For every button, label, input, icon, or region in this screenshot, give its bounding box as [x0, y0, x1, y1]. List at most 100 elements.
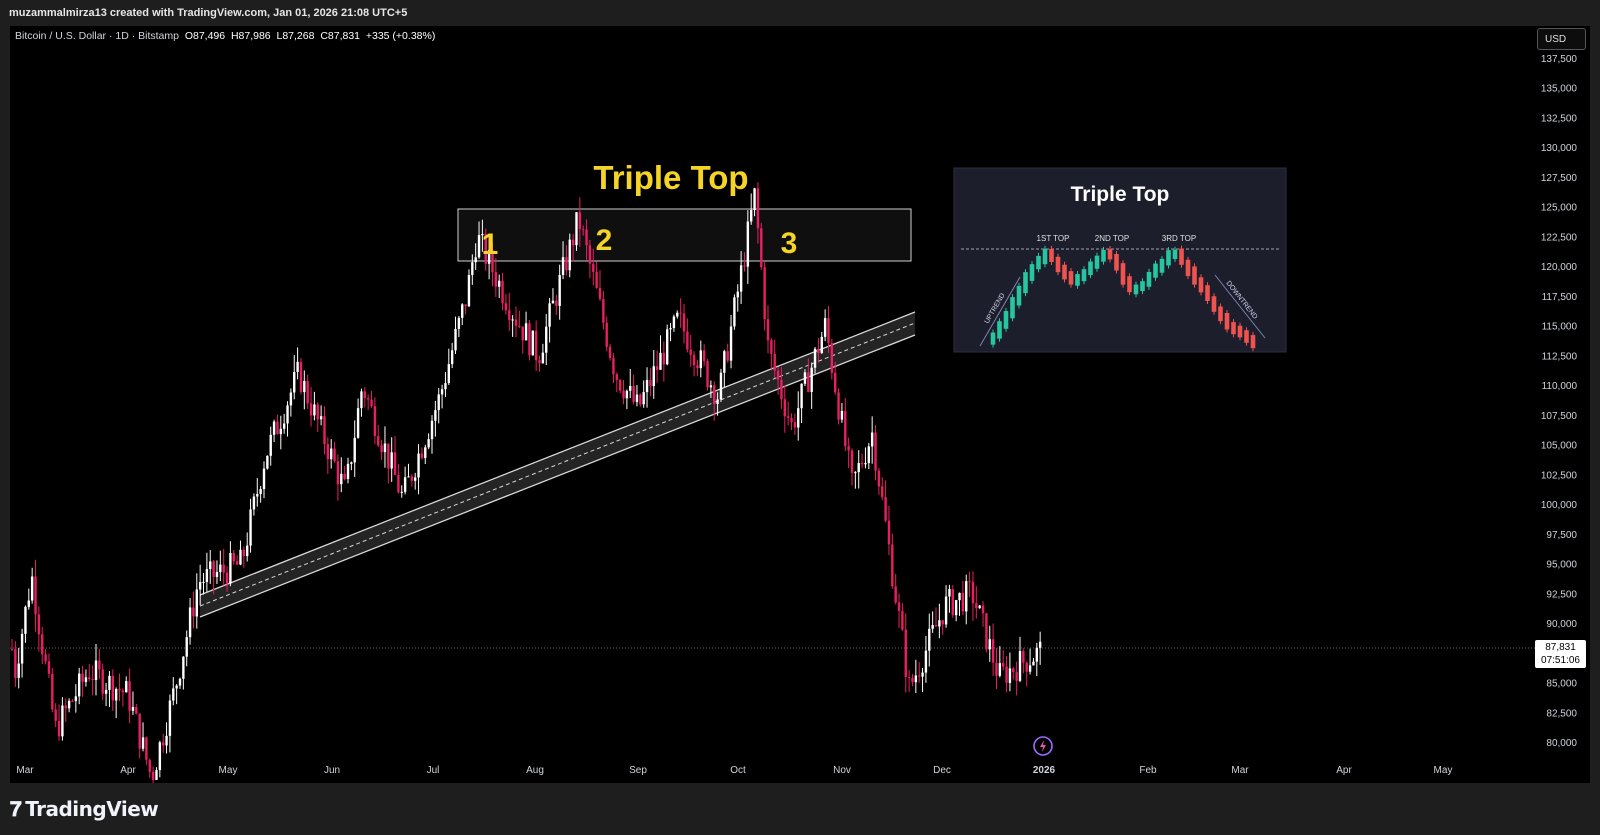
inset-candle-body: [1244, 330, 1249, 343]
candle-body: [578, 212, 582, 230]
candle-body: [844, 410, 847, 447]
candle-body: [1032, 661, 1035, 666]
candle-body: [202, 581, 205, 583]
inset-candle-body: [1081, 269, 1087, 282]
inset-candle-body: [1211, 296, 1217, 312]
candle-body: [733, 297, 736, 327]
candle-body: [296, 361, 299, 372]
brand-name: TradingView: [25, 797, 159, 821]
candle-body: [138, 713, 141, 749]
candle-body: [427, 439, 430, 448]
candle-body: [669, 328, 672, 330]
x-tick-label: Sep: [629, 765, 647, 776]
candle-body: [961, 592, 965, 612]
trend-channel[interactable]: [199, 311, 916, 618]
candle-body: [1038, 641, 1042, 648]
candle-body: [387, 443, 390, 469]
candle-body: [702, 350, 706, 362]
candle-body: [820, 336, 823, 354]
candles: [10, 182, 1042, 795]
candle-body: [639, 394, 642, 405]
inset-candle-body: [1016, 285, 1022, 306]
candle-body: [988, 639, 991, 650]
inset-candle-body: [1166, 250, 1171, 266]
candle-body: [222, 564, 225, 573]
candle-body: [692, 354, 696, 366]
candle-body: [615, 374, 618, 381]
candle-body: [699, 350, 702, 369]
candle-body: [565, 257, 568, 271]
inset-candle-body: [1231, 322, 1236, 335]
candle-body: [88, 677, 91, 680]
candle-body: [434, 410, 437, 421]
x-tick-label: Jul: [427, 765, 440, 776]
candle-body: [877, 470, 881, 487]
candle-body: [531, 330, 534, 356]
candle-body: [289, 392, 293, 406]
candle-body: [256, 494, 259, 497]
candle-body: [14, 649, 17, 678]
inset-candle-body: [997, 321, 1002, 339]
tradingview-logo[interactable]: 𝟕 TradingView: [10, 797, 159, 822]
x-tick-label: May: [1434, 765, 1453, 776]
candle-body: [366, 398, 370, 400]
change-value: +335 (+0.38%): [365, 30, 436, 42]
candle-body: [719, 372, 723, 400]
candle-body: [249, 509, 252, 546]
candle-body: [622, 390, 625, 399]
inset-candle-body: [1042, 248, 1048, 265]
candle-body: [145, 737, 148, 760]
y-tick-label: 135,000: [1541, 84, 1578, 95]
candle-body: [598, 287, 602, 299]
inset-candle-body: [1146, 271, 1152, 287]
countdown-value: 07:51:06: [1541, 655, 1580, 666]
candle-body: [652, 366, 655, 386]
currency-selector[interactable]: USD: [1537, 28, 1586, 50]
candle-body: [968, 581, 971, 583]
candle-body: [921, 672, 924, 677]
candle-body: [360, 391, 363, 409]
candle-body: [729, 326, 733, 361]
candle-body: [293, 371, 296, 393]
candle-body: [786, 416, 790, 418]
candle-body: [575, 212, 578, 246]
inset-candle-body: [990, 332, 996, 345]
candle-body: [592, 263, 595, 272]
candle-body: [1015, 672, 1018, 681]
candle-body: [911, 677, 914, 683]
candle-body: [860, 463, 864, 465]
candle-body: [373, 406, 377, 437]
candle-body: [709, 385, 713, 388]
candle-body: [403, 477, 407, 492]
candle-body: [269, 434, 272, 456]
candle-body: [81, 673, 84, 682]
y-tick-label: 115,000: [1542, 322, 1578, 333]
live-flash-icon[interactable]: [1033, 736, 1053, 756]
inset-candle-body: [1075, 274, 1080, 286]
candle-body: [817, 348, 820, 354]
triple-top-zone[interactable]: [457, 208, 912, 262]
y-tick-label: 120,000: [1541, 262, 1578, 273]
inset-title: Triple Top: [1071, 183, 1170, 206]
x-axis: Mar Apr May Jun Jul Aug Sep Oct Nov Dec 2026 Feb Mar…: [16, 765, 1452, 776]
candle-body: [864, 463, 867, 465]
candle-body: [484, 233, 487, 264]
inset-candle-body: [1010, 297, 1015, 319]
candle-body: [198, 582, 202, 590]
candle-body: [61, 705, 64, 737]
y-tick-label: 137,500: [1541, 54, 1578, 65]
candle-body: [309, 403, 313, 416]
candle-body: [672, 316, 676, 329]
candle-body: [837, 392, 840, 420]
candle-body: [444, 383, 447, 390]
candle-body: [279, 428, 282, 435]
candle-body: [481, 233, 484, 236]
candle-body: [854, 472, 857, 474]
candle-body: [494, 272, 498, 287]
chart-area[interactable]: [10, 26, 1590, 783]
candle-body: [602, 298, 605, 323]
candle-body: [874, 432, 877, 471]
candle-body: [101, 669, 104, 694]
candle-body: [155, 770, 158, 780]
